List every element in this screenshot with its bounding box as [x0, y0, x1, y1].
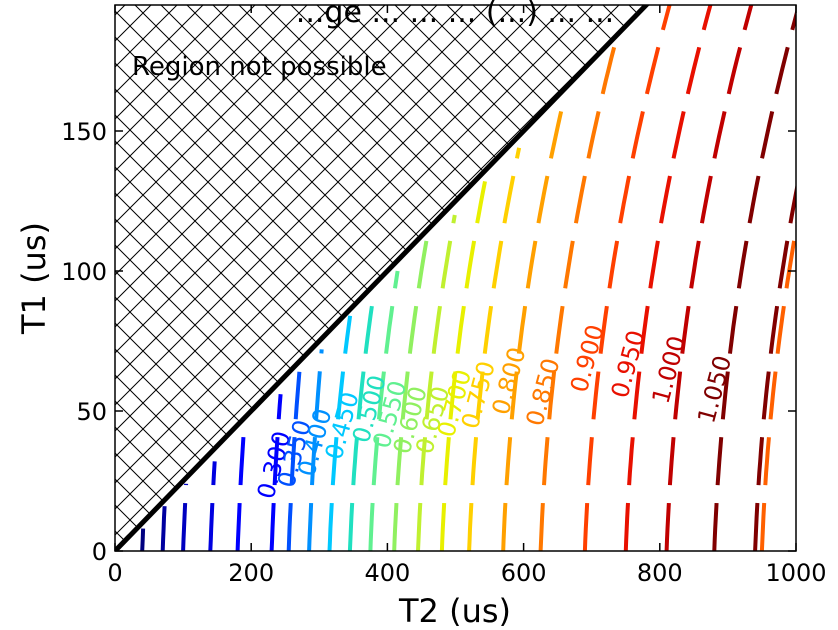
y-tick-label-100: 100 — [61, 258, 107, 286]
x-tick-label-200: 200 — [228, 559, 274, 587]
contour-line-0.600 — [392, 237, 429, 551]
contour-line-0.650 — [416, 214, 457, 551]
x-tick-label-1000: 1000 — [765, 559, 826, 587]
contour-label-1.000: 1.000 — [647, 333, 692, 407]
y-axis-ticks: 0 50 100 150 — [61, 118, 796, 566]
contour-line-1.000 — [664, 5, 754, 551]
contour-line-0.950 — [623, 5, 713, 551]
contour-segment-0 — [140, 528, 146, 551]
y-tick-label-150: 150 — [61, 118, 107, 146]
contour-label-1.050: 1.050 — [692, 353, 737, 427]
contour-segment-4 — [235, 427, 247, 551]
contour-segment-5 — [759, 218, 796, 551]
y-tick-label-0: 0 — [92, 538, 107, 566]
contour-line-0.700 — [439, 181, 487, 551]
contour-line-0.350 — [286, 371, 302, 551]
contour-segment-3 — [208, 461, 217, 551]
contour-label-0.900: 0.900 — [565, 322, 610, 396]
x-tick-label-600: 600 — [501, 559, 547, 587]
y-tick-label-50: 50 — [76, 398, 107, 426]
x-axis-ticks: 0 200 400 600 800 1000 — [107, 5, 827, 587]
contour-line-0.900 — [582, 5, 672, 551]
y-axis-label: T1 (us) — [15, 222, 53, 335]
boundary-line — [115, 5, 650, 551]
x-axis-label: T2 (us) — [398, 592, 511, 630]
contour-line-0.500 — [347, 293, 376, 551]
contour-line-0.800 — [501, 102, 566, 551]
contour-line-0.550 — [368, 270, 400, 551]
contour-line-1.050 — [712, 8, 796, 551]
plot-frame — [114, 4, 797, 552]
x-tick-label-0: 0 — [107, 559, 122, 587]
contour-label-0.950: 0.950 — [606, 327, 651, 401]
contour-line-0.850 — [538, 46, 617, 551]
contour-lines — [140, 5, 796, 551]
x-tick-label-800: 800 — [637, 559, 683, 587]
contour-segment-1 — [160, 506, 167, 551]
contour-line-0.400 — [307, 349, 324, 551]
contour-line-0.750 — [467, 147, 522, 551]
x-tick-label-400: 400 — [364, 559, 410, 587]
contour-labels: 0.3000.3500.4000.4500.5000.5500.6000.650… — [252, 322, 737, 502]
contour-segment-2 — [181, 483, 189, 551]
contour-line-0.450 — [327, 315, 353, 551]
region-not-possible-label: Region not possible — [132, 52, 387, 82]
contour-segment-6 — [753, 182, 796, 551]
contour-line-0.300 — [269, 394, 283, 551]
